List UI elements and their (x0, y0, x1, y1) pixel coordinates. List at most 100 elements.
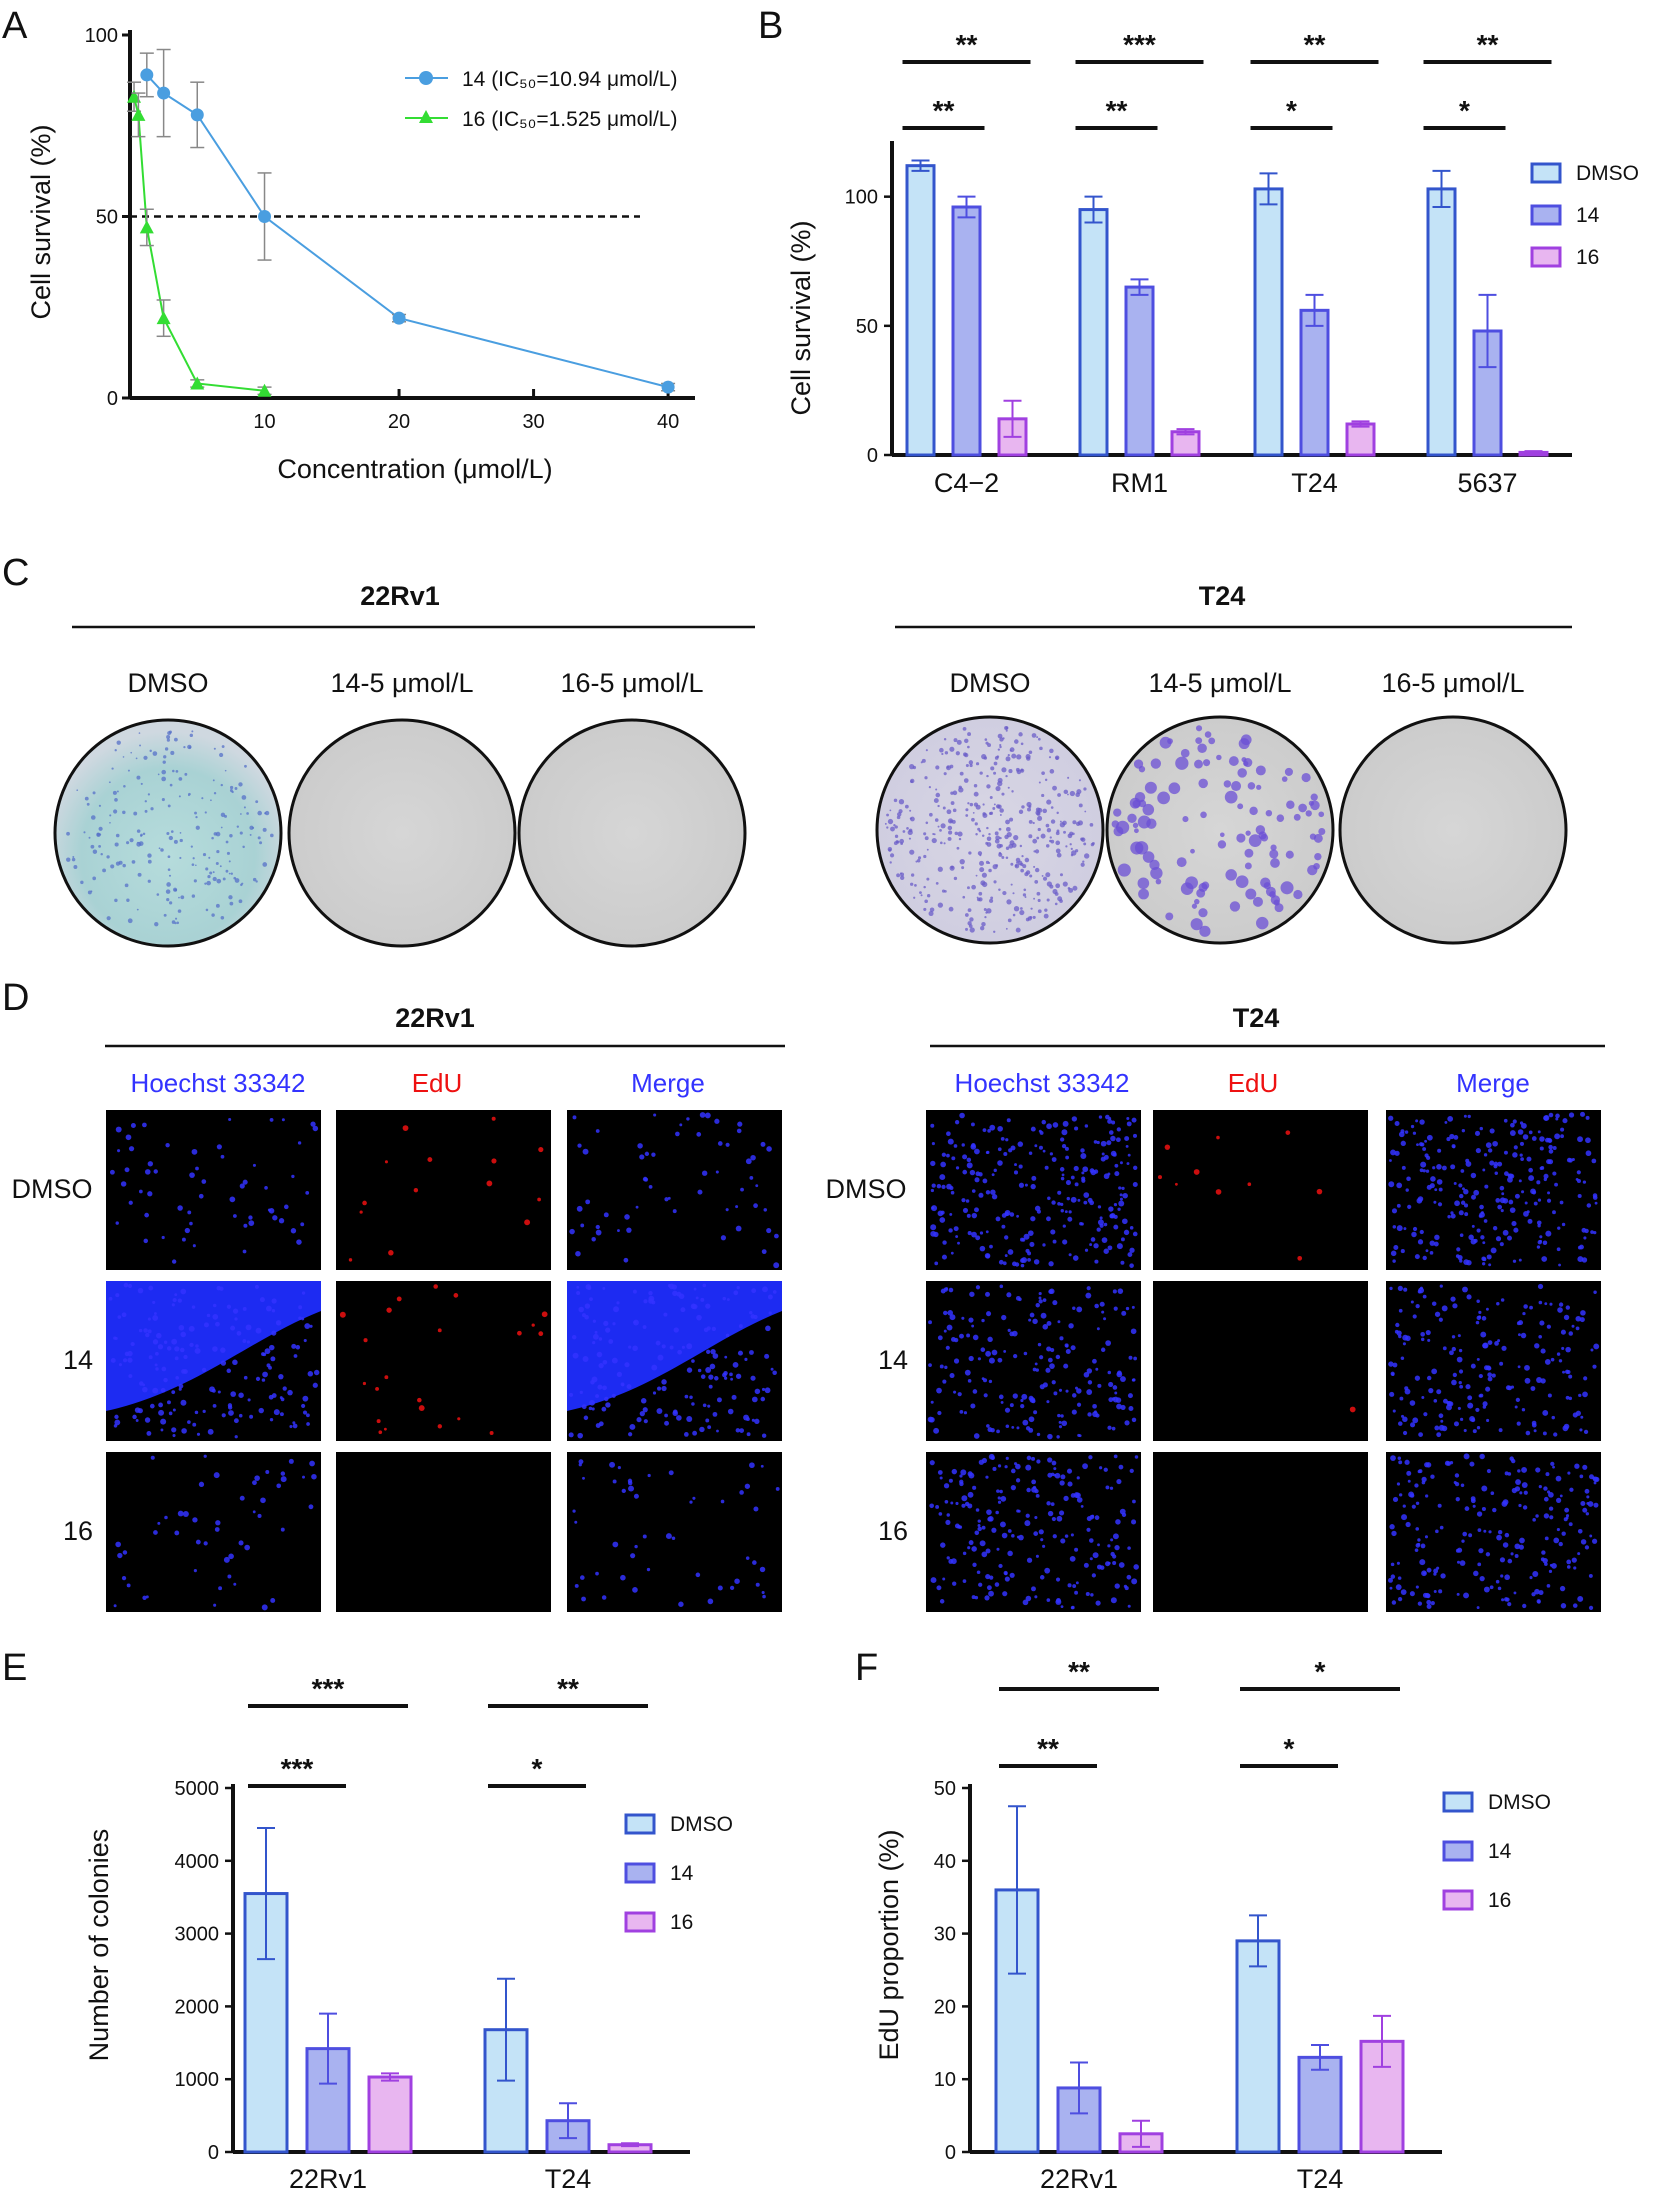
cell-nucleus (1414, 1483, 1419, 1488)
cell-nucleus (931, 1206, 935, 1210)
colony-dot (1065, 845, 1068, 848)
cell-nucleus (1591, 1538, 1598, 1544)
cell-nucleus (987, 1336, 993, 1343)
colony-dot (1012, 913, 1016, 917)
cell-nucleus (1409, 1493, 1415, 1498)
cell-nucleus (1475, 1148, 1481, 1154)
colony-dot (910, 882, 914, 886)
cell-nucleus (1131, 1519, 1137, 1525)
cell-nucleus (265, 1470, 270, 1474)
confluent-cell-region (567, 1281, 782, 1411)
colony-dot (997, 777, 1003, 783)
cell-nucleus (1014, 1462, 1018, 1466)
colony-dot (1069, 790, 1076, 797)
cell-nucleus (961, 1198, 966, 1203)
panel-label-b: B (758, 5, 783, 47)
cell-nucleus (647, 1473, 651, 1478)
colony-dot (1195, 737, 1203, 745)
cell-nucleus (1018, 1534, 1024, 1541)
colony-dot (163, 755, 167, 759)
colony-dot (210, 799, 212, 802)
cell-nucleus (1026, 1487, 1031, 1493)
cell-nucleus (1403, 1287, 1408, 1292)
cell-nucleus (1561, 1531, 1566, 1536)
cell-nucleus (417, 1397, 422, 1403)
colony-dot (924, 776, 928, 780)
colony-dot (1007, 918, 1012, 923)
cell-nucleus (1580, 1539, 1587, 1545)
colony-dot (270, 833, 274, 838)
colony-dot (1005, 774, 1008, 778)
cell-nucleus (1422, 1169, 1426, 1173)
colony-dot (995, 804, 1001, 809)
cell-nucleus (981, 1525, 986, 1530)
cell-nucleus (1586, 1501, 1590, 1505)
cell-nucleus (1079, 1221, 1083, 1226)
colony-dot (179, 838, 183, 843)
data-point-16 (156, 311, 171, 325)
cell-nucleus (1569, 1487, 1574, 1492)
colony-dot (1310, 793, 1318, 801)
cell-nucleus (1460, 1169, 1465, 1173)
cell-nucleus (1538, 1484, 1542, 1489)
colony-dot (234, 878, 240, 883)
cell-nucleus (242, 1179, 248, 1185)
colony-dot (1301, 772, 1311, 783)
cell-nucleus (972, 1562, 977, 1567)
colony-dot (229, 834, 233, 838)
cell-nucleus (1023, 1233, 1030, 1240)
cell-nucleus (1042, 1149, 1046, 1153)
cell-nucleus (1114, 1163, 1119, 1168)
cell-nucleus (949, 1212, 953, 1216)
colony-dot (1005, 846, 1010, 850)
colony-dot (943, 842, 946, 845)
cell-nucleus (242, 1339, 247, 1343)
colony-dot (191, 730, 194, 733)
cell-nucleus (1473, 1570, 1479, 1577)
bar-dmso-3 (1426, 187, 1457, 457)
cell-nucleus (1389, 1391, 1395, 1397)
cell-nucleus (1582, 1464, 1588, 1470)
cell-nucleus (1483, 1365, 1489, 1371)
cell-nucleus (1483, 1219, 1488, 1223)
cell-nucleus (613, 1306, 620, 1313)
colony-dot (1240, 734, 1252, 746)
cell-nucleus (362, 1200, 367, 1206)
cell-nucleus (1106, 1140, 1112, 1146)
cell-nucleus (1546, 1584, 1551, 1588)
cell-nucleus (1114, 1171, 1120, 1177)
cell-nucleus (1010, 1485, 1016, 1491)
cell-nucleus (1565, 1346, 1571, 1353)
cell-nucleus (1084, 1124, 1089, 1128)
cell-nucleus (1037, 1342, 1042, 1347)
cell-nucleus (254, 1475, 260, 1481)
cell-nucleus (933, 1427, 940, 1434)
cell-nucleus (768, 1311, 772, 1315)
cell-nucleus (957, 1392, 962, 1397)
cell-nucleus (1060, 1538, 1066, 1544)
cell-nucleus (699, 1112, 706, 1118)
cell-nucleus (1002, 1261, 1007, 1266)
colony-dot (178, 777, 183, 781)
cell-nucleus (1523, 1304, 1528, 1309)
cell-nucleus (745, 1556, 750, 1560)
cell-nucleus (959, 1333, 964, 1339)
cell-nucleus (1433, 1568, 1439, 1574)
legend-label-dmso: DMSO (670, 1813, 733, 1836)
colony-dot (190, 845, 193, 848)
colony-dot (942, 806, 946, 810)
cell-nucleus (156, 1332, 162, 1339)
colony-dot (984, 916, 987, 919)
colony-dot (995, 785, 1001, 792)
cell-nucleus (962, 1169, 968, 1175)
microscopy-tile (567, 1452, 782, 1612)
colony-dot (163, 913, 167, 917)
cell-nucleus (1419, 1168, 1424, 1173)
cell-nucleus (1582, 1180, 1587, 1184)
cell-nucleus (1070, 1196, 1077, 1203)
panel-d-edu-staining: 22Rv1 T24 Hoechst 33342 EdU Merge Hoechs… (12, 1003, 1605, 1612)
cell-nucleus (1056, 1435, 1060, 1439)
cell-nucleus (1552, 1210, 1556, 1215)
microscopy-tile (336, 1281, 551, 1441)
cell-nucleus (753, 1203, 758, 1209)
